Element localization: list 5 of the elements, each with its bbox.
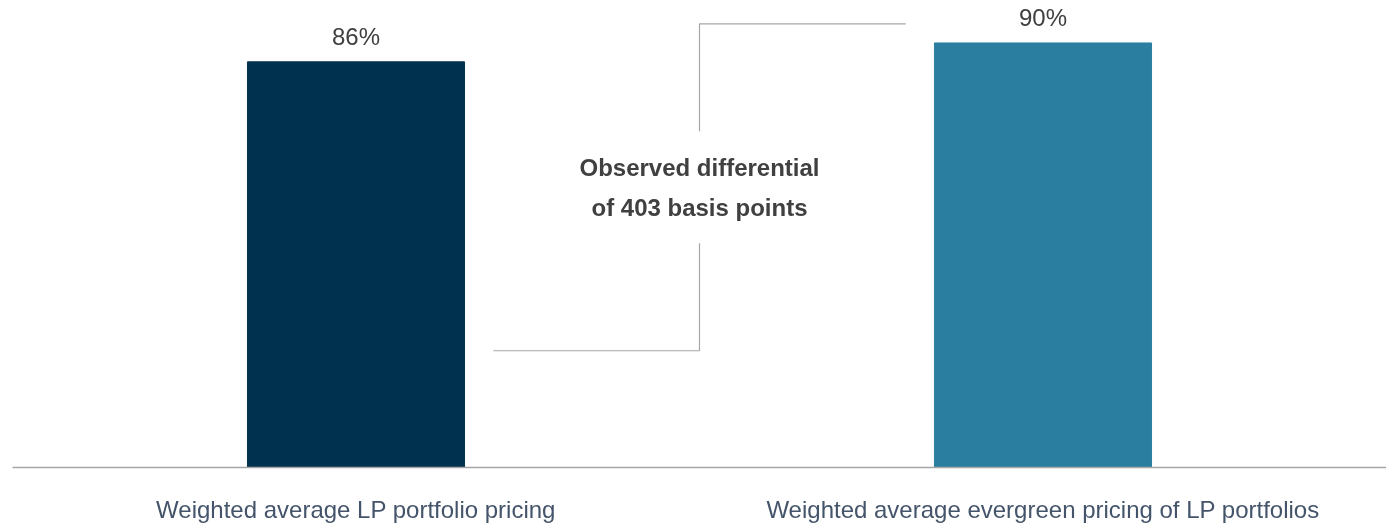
x-tick-label: Weighted average evergreen pricing of LP portfolios bbox=[766, 495, 1320, 523]
annotation: Observed differential of 403 basis points bbox=[579, 153, 820, 222]
data-label: 90% bbox=[1018, 3, 1068, 31]
x-tick-label: Weighted average LP portfolio pricing bbox=[156, 495, 556, 523]
data-label: 86% bbox=[331, 22, 381, 50]
